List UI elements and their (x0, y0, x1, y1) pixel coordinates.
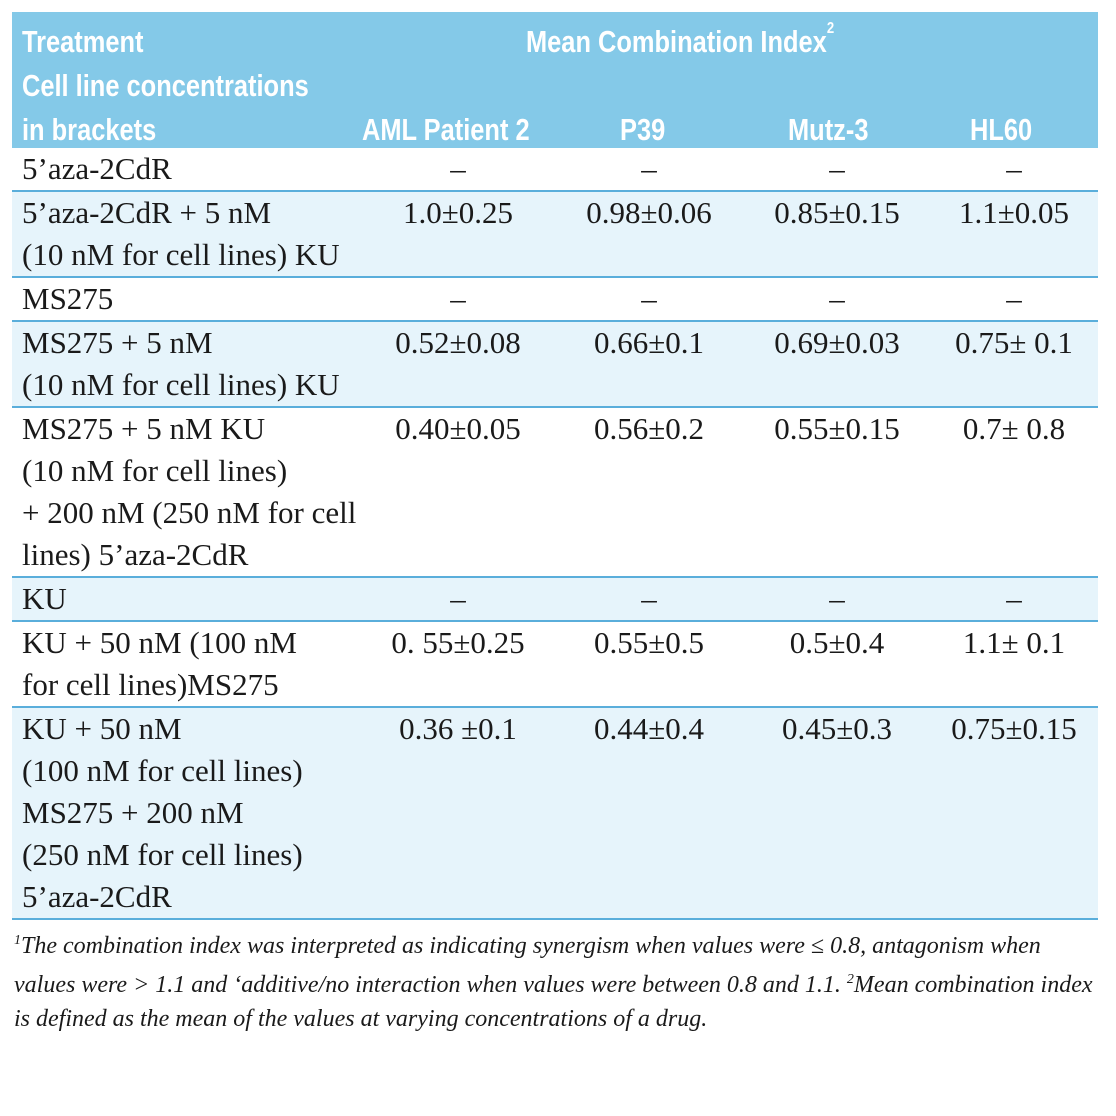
treatment-cell: MS275 + 5 nM KU (10 nM for cell lines) + 2… (12, 407, 362, 577)
treatment-cell: 5’aza-2CdR + 5 nM (10 nM for cell lines) … (12, 191, 362, 277)
treatment-line: (10 nM for cell lines) KU (22, 367, 340, 402)
value-cell: 0.52±0.08 (362, 321, 554, 407)
table-row: KU + 50 nM (100 nM for cell lines)MS275 0.… (12, 621, 1098, 707)
header-treatment-line3: in brackets (22, 112, 157, 147)
header-col-mutz-3: Mutz-3 (788, 112, 869, 147)
value-cell: 0.75±0.15 (930, 707, 1098, 919)
treatment-line: KU (22, 581, 67, 616)
header-col-aml-patient-2: AML Patient 2 (362, 112, 530, 147)
footnote-sup-2: 2 (846, 972, 854, 987)
header-col-p39: P39 (620, 112, 666, 147)
header-group-sup: 2 (826, 20, 835, 37)
treatment-line: 5’aza-2CdR (22, 151, 172, 186)
footnote: 1The combination index was interpreted a… (12, 924, 1100, 1036)
header-col-hl60: HL60 (970, 112, 1033, 147)
value-cell: 0.55±0.5 (593, 625, 704, 660)
table-body: 5’aza-2CdR – – – –5’aza-2CdR + 5 nM (10 nM fo… (12, 148, 1098, 919)
treatment-cell: 5’aza-2CdR (12, 148, 362, 191)
treatment-line: for cell lines)MS275 (22, 667, 279, 702)
table-row: 5’aza-2CdR + 5 nM (10 nM for cell lines) … (12, 191, 1098, 277)
treatment-cell: KU + 50 nM (100 nM for cell lines)MS275 (12, 621, 362, 707)
value-cell: 0.36 ±0.1 (362, 707, 554, 919)
value-cell: – (744, 577, 930, 621)
data-table: 5’aza-2CdR – – – –5’aza-2CdR + 5 nM (10 nM fo… (12, 148, 1098, 920)
treatment-cell: KU + 50 nM (100 nM for cell lines) MS275 +… (12, 707, 362, 919)
treatment-line: MS275 + 5 nM KU (22, 411, 266, 446)
header-treatment-line1: Treatment (22, 24, 144, 59)
value-cell: 0.45±0.3 (744, 707, 930, 919)
value-cell: – (641, 151, 657, 186)
treatment-line: KU + 50 nM (22, 711, 182, 746)
value-cell: 0.40±0.05 (395, 411, 521, 446)
table-row: MS275 – – – – (12, 277, 1098, 321)
treatment-cell: KU (12, 577, 362, 621)
table-row: KU + 50 nM (100 nM for cell lines) MS275 +… (12, 707, 1098, 919)
treatment-line: 5’aza-2CdR + 5 nM (22, 195, 272, 230)
value-cell: – (829, 151, 845, 186)
value-cell: – (450, 281, 466, 316)
table-row: 5’aza-2CdR – – – – (12, 148, 1098, 191)
value-cell: 0.85±0.15 (744, 191, 930, 277)
value-cell: 0.69±0.03 (744, 321, 930, 407)
value-cell: 0.66±0.1 (554, 321, 744, 407)
value-cell: – (554, 577, 744, 621)
footnote-sup-1: 1 (14, 933, 21, 948)
value-cell: – (829, 281, 845, 316)
value-cell: – (641, 281, 657, 316)
value-cell: 0.98±0.06 (554, 191, 744, 277)
value-cell: 0. 55±0.25 (391, 625, 525, 660)
table-row: MS275 + 5 nM KU (10 nM for cell lines) + 2… (12, 407, 1098, 577)
treatment-line: + 200 nM (250 nM for cell (22, 495, 357, 530)
table-header: Treatment Cell line concentrations in br… (12, 12, 1098, 148)
value-cell: 0.75± 0.1 (930, 321, 1098, 407)
treatment-line: MS275 + 5 nM (22, 325, 213, 360)
value-cell: 0.44±0.4 (554, 707, 744, 919)
treatment-cell: MS275 + 5 nM (10 nM for cell lines) KU (12, 321, 362, 407)
footnote-text-2: Mean combination index is defined as the… (14, 972, 1093, 1032)
value-cell: 1.1± 0.1 (962, 625, 1066, 660)
treatment-cell: MS275 (12, 277, 362, 321)
treatment-line: KU + 50 nM (100 nM (22, 625, 297, 660)
value-cell: 0.55±0.15 (774, 411, 900, 446)
treatment-line: MS275 (22, 281, 114, 316)
value-cell: 0.56±0.2 (593, 411, 704, 446)
header-group-title-text: Mean Combination Index (526, 24, 827, 59)
value-cell: 0.5±0.4 (789, 625, 885, 660)
combination-index-table-container: Treatment Cell line concentrations in br… (12, 12, 1098, 1036)
footnote-text-1: The combination index was interpreted as… (14, 933, 1041, 998)
treatment-line: (10 nM for cell lines) KU (22, 237, 340, 272)
header-treatment-line2: Cell line concentrations (22, 68, 309, 103)
treatment-line: (100 nM for cell lines) (22, 753, 303, 788)
treatment-line: MS275 + 200 nM (22, 795, 244, 830)
value-cell: – (450, 151, 466, 186)
treatment-line: lines) 5’aza-2CdR (22, 537, 249, 572)
value-cell: 1.0±0.25 (362, 191, 554, 277)
treatment-line: (250 nM for cell lines) 5’aza-2CdR (22, 837, 303, 914)
value-cell: 0.7± 0.8 (962, 411, 1066, 446)
value-cell: – (1006, 281, 1022, 316)
value-cell: – (930, 577, 1098, 621)
treatment-line: (10 nM for cell lines) (22, 453, 288, 488)
table-row: KU – – – – (12, 577, 1098, 621)
header-group-title: Mean Combination Index2 (526, 20, 834, 60)
value-cell: – (362, 577, 554, 621)
table-row: MS275 + 5 nM (10 nM for cell lines) KU 0.5… (12, 321, 1098, 407)
value-cell: – (1006, 151, 1022, 186)
value-cell: 1.1±0.05 (930, 191, 1098, 277)
